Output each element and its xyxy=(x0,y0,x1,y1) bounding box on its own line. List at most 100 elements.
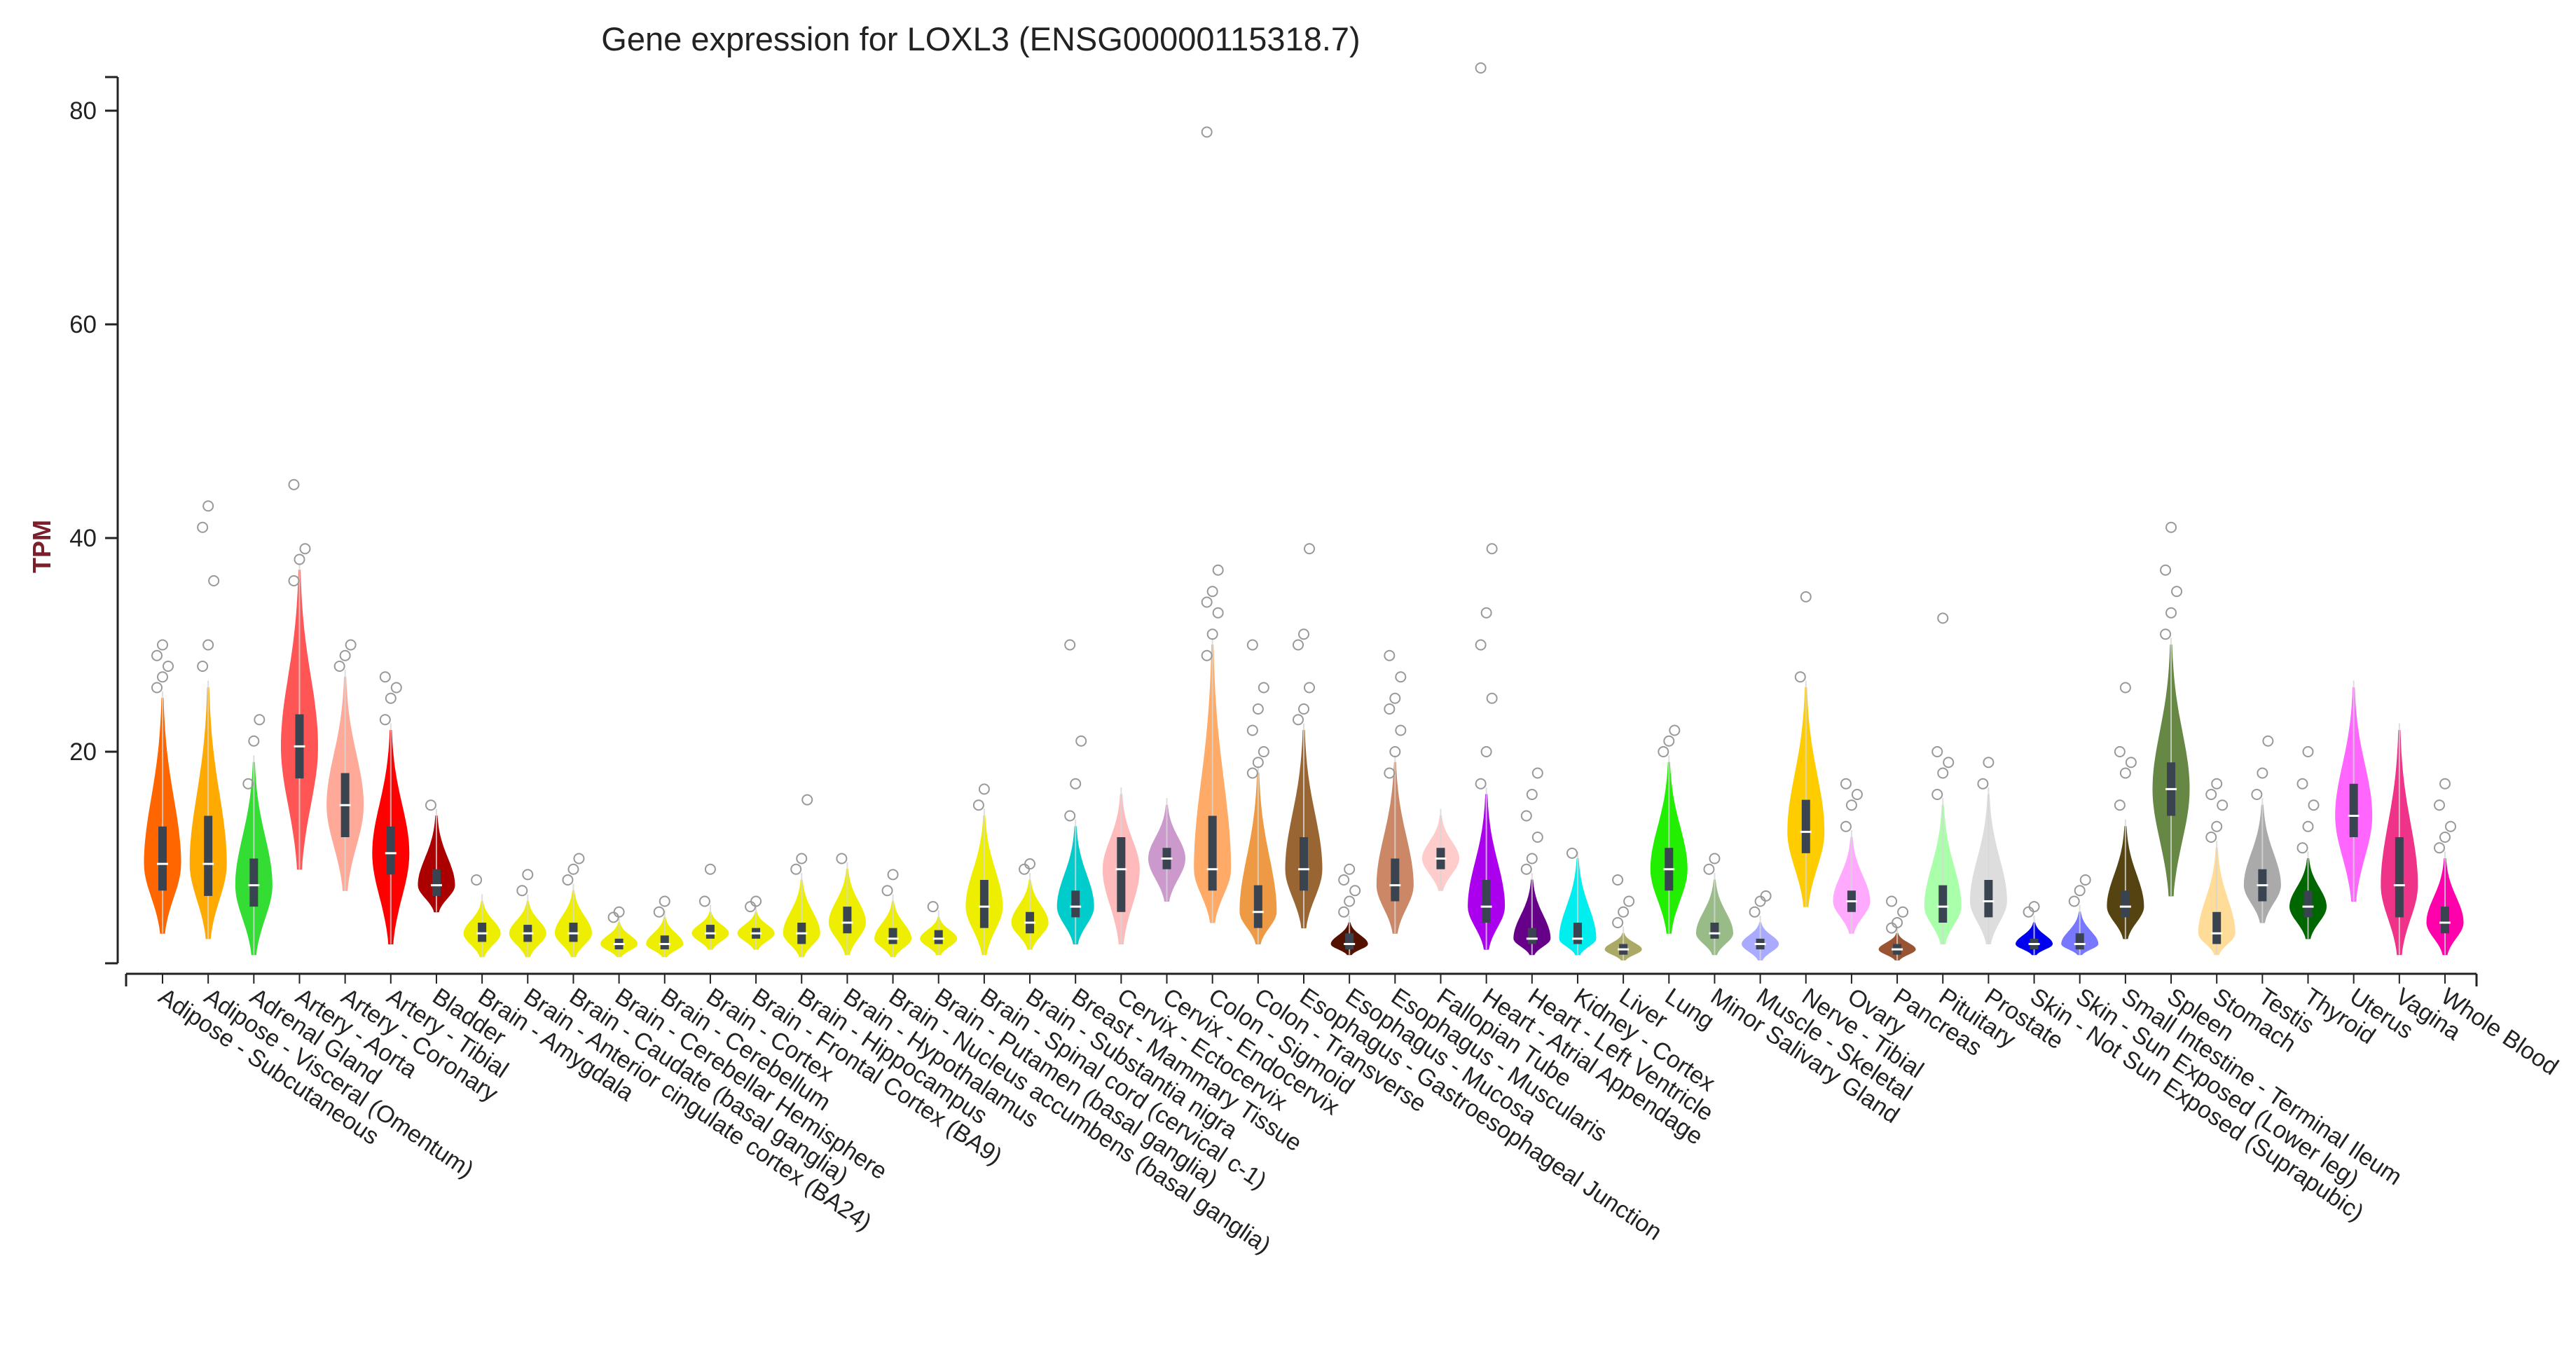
violin-nerve-tibial xyxy=(1787,591,1825,907)
outlier-point xyxy=(1384,649,1396,661)
outlier-point xyxy=(1298,703,1309,715)
violin-artery-aorta xyxy=(281,478,318,870)
outlier-point xyxy=(1749,906,1761,918)
outlier-point xyxy=(1070,778,1082,790)
iqr-box xyxy=(1117,837,1126,912)
outlier-point xyxy=(425,799,436,811)
outlier-point xyxy=(745,901,757,913)
iqr-box xyxy=(478,923,487,942)
outlier-point xyxy=(1338,874,1350,886)
violin-small-intestine-terminal-ileum xyxy=(2107,682,2144,939)
outlier-point xyxy=(1201,649,1213,661)
outlier-point xyxy=(1252,703,1264,715)
violin-vagina xyxy=(2381,723,2418,956)
outlier-point xyxy=(1526,853,1538,865)
x-axis xyxy=(125,972,2478,986)
outlier-point xyxy=(2257,767,2268,779)
outlier-point xyxy=(1669,724,1681,736)
iqr-box xyxy=(569,923,578,942)
outlier-point xyxy=(1931,789,1943,800)
outlier-point xyxy=(698,895,710,907)
outlier-point xyxy=(887,869,899,881)
outlier-point xyxy=(1520,810,1532,822)
violin-heart-left-ventricle xyxy=(1513,767,1551,956)
outlier-point xyxy=(704,863,716,875)
outlier-point xyxy=(151,649,163,661)
outlier-point xyxy=(294,553,305,565)
violin-brain-frontal-cortex-ba9- xyxy=(737,895,775,950)
outlier-point xyxy=(1840,778,1852,790)
outlier-point xyxy=(1293,714,1304,726)
iqr-box xyxy=(1208,815,1217,891)
outlier-point xyxy=(1075,735,1087,747)
iqr-box xyxy=(158,826,167,891)
outlier-point xyxy=(1304,682,1315,694)
outlier-point xyxy=(1531,767,1543,779)
outlier-point xyxy=(1384,767,1396,779)
iqr-box xyxy=(1938,885,1948,923)
outlier-point xyxy=(796,853,808,865)
outlier-point xyxy=(801,794,813,806)
outlier-point xyxy=(1338,906,1350,918)
outlier-point xyxy=(1794,671,1806,683)
outlier-point xyxy=(1892,917,1903,928)
outlier-point xyxy=(1486,692,1498,704)
outlier-point xyxy=(1258,682,1269,694)
violin-brain-caudate-basal-ganglia- xyxy=(555,853,592,958)
outlier-point xyxy=(197,521,209,533)
iqr-box xyxy=(1300,837,1308,891)
outlier-point xyxy=(202,500,214,512)
iqr-box xyxy=(432,869,441,896)
outlier-point xyxy=(1760,890,1772,902)
iqr-box xyxy=(249,858,259,907)
violin-testis xyxy=(2243,735,2281,923)
outlier-point xyxy=(1943,757,1955,769)
outlier-point xyxy=(2302,820,2314,832)
outlier-point xyxy=(248,735,260,747)
outlier-point xyxy=(836,853,848,865)
outlier-point xyxy=(1246,724,1258,736)
outlier-point xyxy=(254,714,266,726)
violin-cervix-endocervix xyxy=(1148,798,1186,902)
outlier-point xyxy=(1475,62,1487,74)
outlier-point xyxy=(2171,586,2183,598)
violin-pituitary xyxy=(1924,612,1962,944)
iqr-box xyxy=(1482,880,1491,923)
outlier-point xyxy=(2308,799,2320,811)
outlier-point xyxy=(1475,639,1487,651)
outlier-point xyxy=(2302,746,2314,757)
outlier-point xyxy=(2068,895,2080,907)
violin-artery-coronary xyxy=(326,639,364,891)
violin-muscle-skeletal xyxy=(1742,890,1779,960)
violin-whole-blood xyxy=(2426,778,2464,956)
outlier-point xyxy=(1709,853,1721,865)
outlier-point xyxy=(299,543,311,555)
outlier-point xyxy=(1212,564,1224,576)
outlier-point xyxy=(2119,682,2131,694)
outlier-point xyxy=(288,478,300,490)
outlier-point xyxy=(607,911,619,923)
outlier-point xyxy=(1019,863,1031,875)
outlier-point xyxy=(1840,820,1852,832)
outlier-point xyxy=(1201,126,1213,138)
violin-breast-mammary-tissue xyxy=(1056,639,1094,944)
outlier-point xyxy=(2439,778,2451,790)
violin-spleen xyxy=(2152,521,2190,897)
violin-kidney-cortex xyxy=(1559,847,1597,956)
iqr-box xyxy=(204,815,213,896)
outlier-point xyxy=(1298,628,1309,640)
outlier-point xyxy=(157,639,168,651)
iqr-box xyxy=(843,907,852,934)
violin-brain-nucleus-accumbens-basal-ganglia- xyxy=(874,869,912,958)
outlier-point xyxy=(1246,767,1258,779)
outlier-point xyxy=(1618,906,1630,918)
outlier-point xyxy=(567,863,579,875)
outlier-point xyxy=(1389,746,1401,757)
outlier-point xyxy=(2160,628,2172,640)
violin-colon-sigmoid xyxy=(1194,126,1232,923)
outlier-point xyxy=(1526,789,1538,800)
violin-brain-cerebellum xyxy=(646,895,684,958)
y-tick-label: 80 xyxy=(69,97,97,125)
iqr-box xyxy=(2303,890,2313,918)
outlier-point xyxy=(2211,820,2223,832)
